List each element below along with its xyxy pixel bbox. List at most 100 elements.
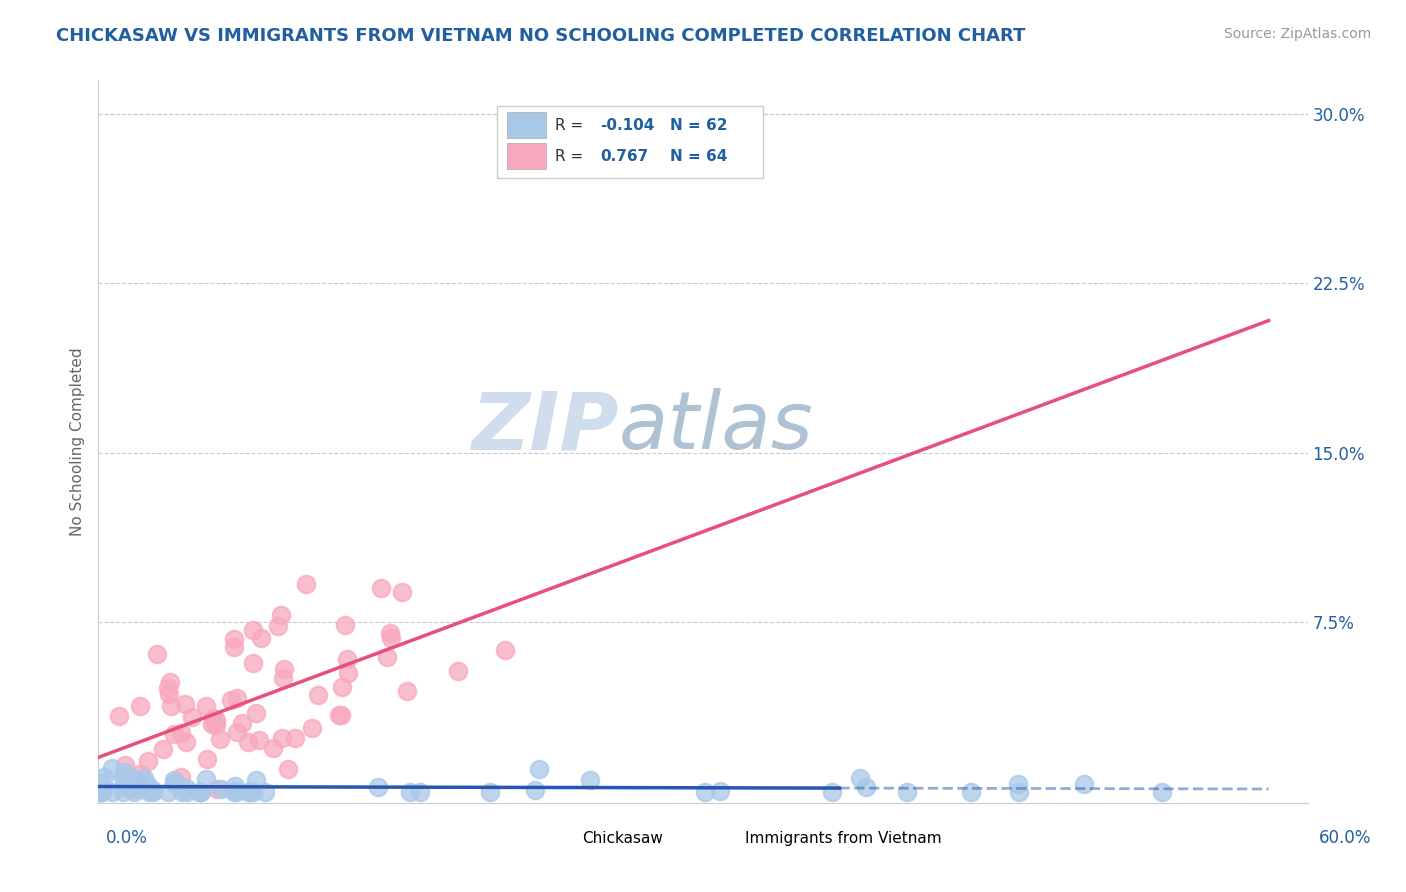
Point: [170, 725, 193, 739]
Point: [121, 771, 143, 785]
Text: R =: R =: [555, 149, 583, 163]
Point: [136, 755, 159, 769]
FancyBboxPatch shape: [498, 105, 763, 178]
FancyBboxPatch shape: [508, 112, 546, 138]
Point: [849, 772, 872, 786]
Point: [224, 779, 246, 793]
Point: [447, 664, 470, 678]
FancyBboxPatch shape: [546, 830, 576, 847]
Point: [195, 751, 218, 765]
Point: [821, 784, 844, 798]
Point: [122, 784, 145, 798]
Point: [855, 780, 877, 795]
Point: [1073, 777, 1095, 791]
Point: [101, 761, 124, 775]
Point: [284, 731, 307, 746]
Point: [174, 698, 197, 712]
Point: [262, 741, 284, 756]
Point: [328, 708, 350, 723]
Text: N = 62: N = 62: [671, 118, 728, 133]
Text: ZIP: ZIP: [471, 388, 619, 467]
Point: [378, 626, 401, 640]
Point: [129, 782, 152, 797]
Y-axis label: No Schooling Completed: No Schooling Completed: [69, 347, 84, 536]
Point: [156, 681, 179, 695]
Point: [238, 784, 260, 798]
Point: [370, 581, 392, 595]
Point: [114, 777, 136, 791]
Point: [224, 632, 246, 647]
Text: Immigrants from Vietnam: Immigrants from Vietnam: [745, 830, 942, 846]
Point: [226, 724, 249, 739]
Point: [367, 780, 389, 795]
FancyBboxPatch shape: [709, 830, 740, 847]
Point: [332, 680, 354, 694]
Point: [333, 618, 356, 632]
Point: [163, 727, 186, 741]
Point: [176, 784, 198, 798]
Point: [181, 709, 204, 723]
Point: [163, 776, 186, 790]
Point: [270, 731, 292, 745]
Point: [524, 782, 547, 797]
Point: [190, 784, 212, 798]
Point: [579, 773, 602, 788]
Point: [709, 784, 731, 798]
Point: [142, 784, 165, 798]
Point: [250, 632, 273, 646]
Point: [1008, 784, 1031, 798]
Point: [138, 784, 160, 798]
Point: [242, 656, 264, 670]
Point: [307, 688, 329, 702]
Point: [231, 716, 253, 731]
Point: [93, 770, 115, 784]
Text: 60.0%: 60.0%: [1319, 829, 1371, 847]
Point: [159, 674, 181, 689]
Point: [273, 662, 295, 676]
Point: [336, 665, 359, 680]
Point: [204, 718, 226, 732]
Point: [174, 781, 197, 796]
Point: [409, 784, 432, 798]
Text: R =: R =: [555, 118, 583, 133]
Point: [201, 716, 224, 731]
Point: [157, 784, 180, 798]
Point: [245, 772, 267, 787]
Point: [128, 766, 150, 780]
Point: [329, 707, 352, 722]
Point: [152, 742, 174, 756]
Point: [495, 643, 517, 657]
Point: [111, 770, 134, 784]
Point: [277, 762, 299, 776]
Point: [163, 772, 186, 787]
Point: [112, 784, 135, 798]
Point: [121, 782, 143, 797]
Point: [245, 706, 267, 721]
Text: atlas: atlas: [619, 388, 813, 467]
Point: [188, 784, 211, 798]
Point: [91, 784, 114, 798]
Point: [527, 762, 550, 776]
Point: [479, 784, 502, 798]
Point: [112, 780, 135, 794]
Point: [195, 772, 218, 787]
Point: [174, 735, 197, 749]
Point: [391, 585, 413, 599]
Point: [380, 631, 402, 645]
Point: [146, 648, 169, 662]
Point: [112, 765, 135, 780]
Point: [254, 784, 277, 798]
Point: [129, 780, 152, 794]
Point: [157, 687, 180, 701]
Point: [208, 732, 231, 747]
Point: [129, 778, 152, 792]
Text: Chickasaw: Chickasaw: [582, 830, 664, 846]
Point: [128, 775, 150, 789]
Point: [202, 711, 225, 725]
Point: [266, 619, 288, 633]
Point: [90, 784, 112, 798]
Point: [132, 771, 155, 785]
Point: [108, 709, 131, 723]
Point: [222, 784, 245, 798]
Text: N = 64: N = 64: [671, 149, 728, 163]
